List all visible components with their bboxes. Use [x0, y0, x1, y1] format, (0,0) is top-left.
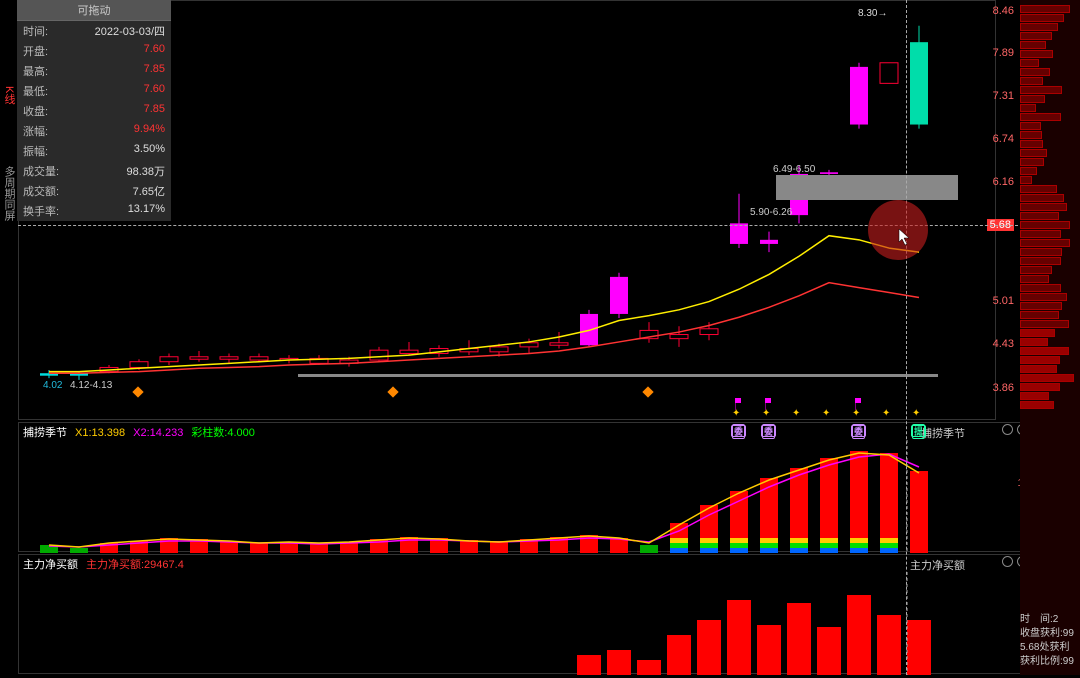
indicator-2[interactable]: 主力净买额 主力净买额:29467.4 主力净买额 4.352.781.20: [18, 554, 1050, 674]
indicator-1[interactable]: 捕捞季节 X1:13.398X2:14.233彩柱数:4.000 捕捞季节 11…: [18, 422, 1050, 552]
cursor-icon: [898, 228, 912, 248]
left-tabs: K线 多周期同屏: [0, 80, 18, 227]
ind2-right-title: 主力净买额: [910, 557, 965, 573]
ind1-title: 捕捞季节: [19, 422, 71, 442]
crosshair-vertical: [906, 0, 907, 675]
ind1-right-title: 捕捞季节: [921, 425, 965, 441]
ind2-title: 主力净买额: [19, 554, 82, 574]
volume-profile: [1020, 0, 1080, 675]
tab-kline[interactable]: K线: [0, 80, 18, 110]
info-panel-title: 可拖动: [17, 0, 171, 21]
y-axis-main: 8.467.897.316.746.165.685.014.433.86: [978, 0, 1018, 420]
right-info: 时 间:2收盘获利:995.68处获利获利比例:99: [1020, 613, 1080, 669]
ind1-svg: [19, 440, 1009, 553]
tab-multiperiod[interactable]: 多周期同屏: [0, 160, 18, 227]
refresh-icon[interactable]: [1002, 556, 1013, 567]
refresh-icon[interactable]: [1002, 424, 1013, 435]
ind2-svg: [19, 572, 1009, 675]
info-panel[interactable]: 可拖动 时间:2022-03-03/四开盘:7.60最高:7.85最低:7.60…: [17, 0, 171, 221]
